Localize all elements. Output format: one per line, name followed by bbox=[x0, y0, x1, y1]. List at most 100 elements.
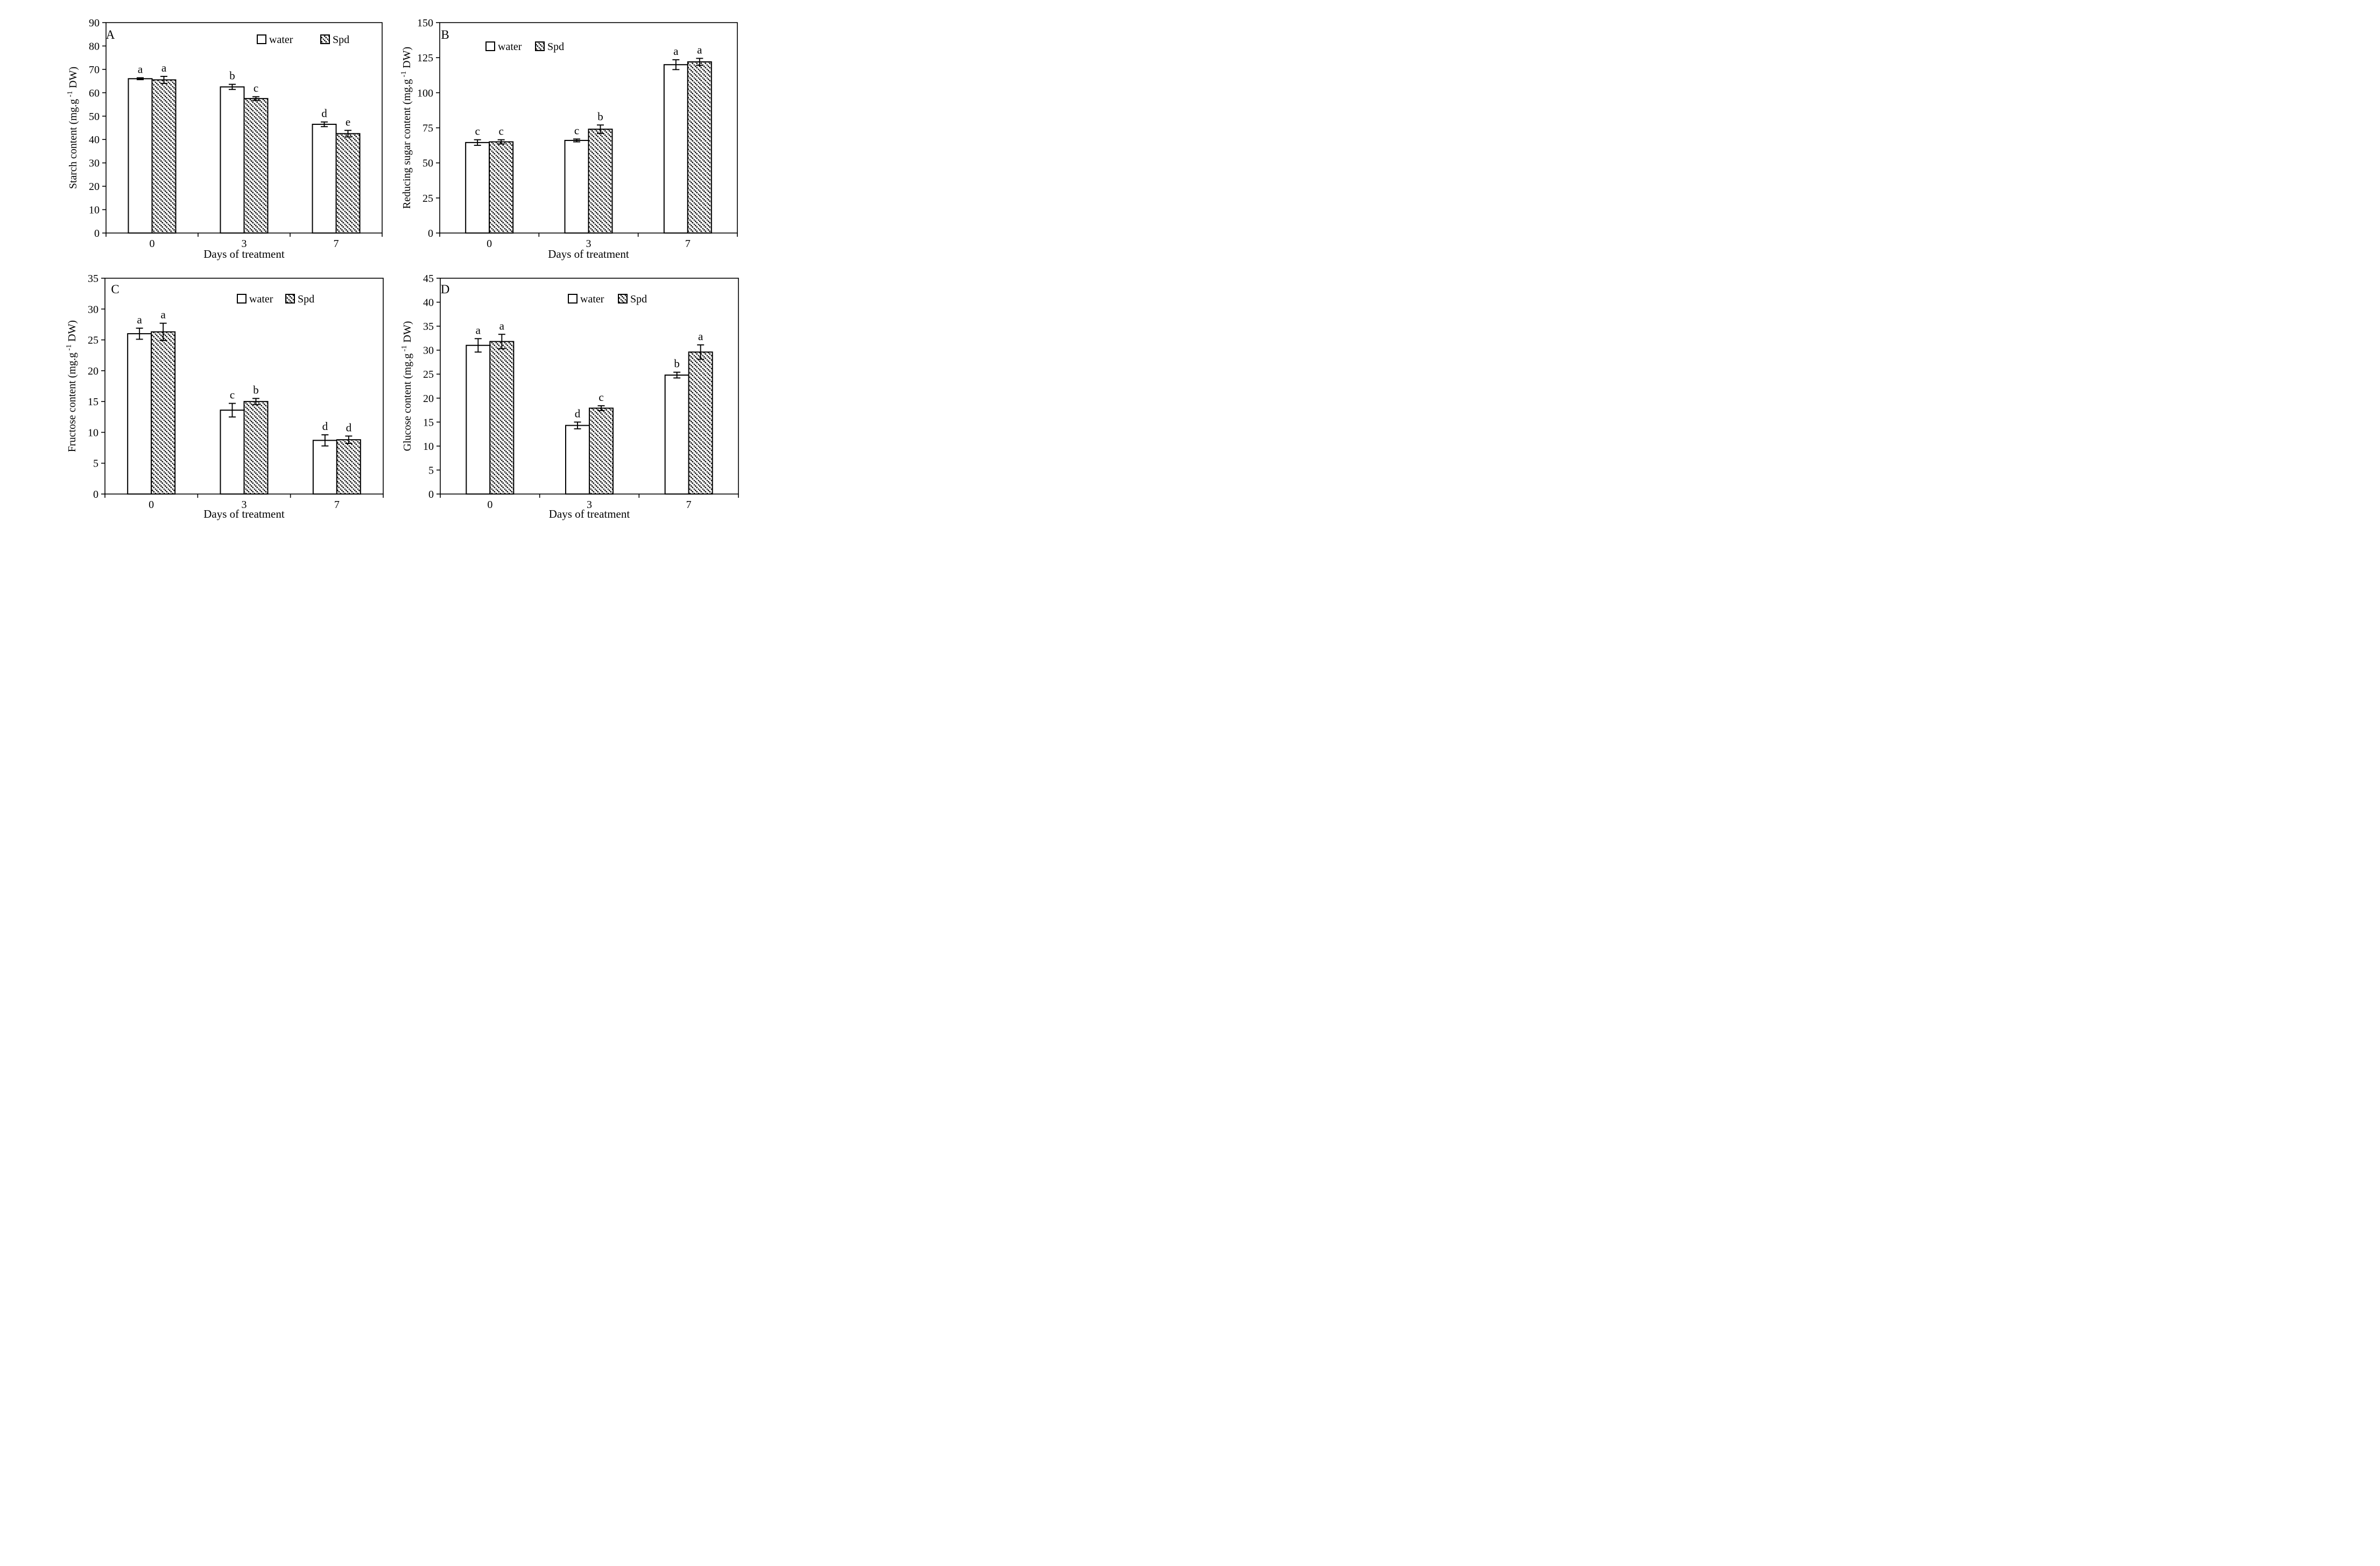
chart-panel-A: 0 10 20 30 40 50 60 70 80 90 0 a a 3 b c 7 d e Days of trea… bbox=[66, 17, 383, 260]
panel-letter: B bbox=[441, 28, 449, 41]
chart-panel-C: 0 5 10 15 20 25 30 35 0 a a 3 c b 7 d d Days of treatment… bbox=[65, 273, 384, 520]
y-tick-label: 90 bbox=[89, 17, 100, 29]
y-tick-label: 20 bbox=[423, 393, 434, 405]
sig-letter: d bbox=[346, 421, 352, 434]
bar-Spd-day3 bbox=[588, 129, 613, 234]
y-axis-title: Reducing sugar content (mg.g -1 DW) bbox=[400, 47, 413, 209]
y-tick-label: 5 bbox=[93, 458, 98, 470]
sig-letter: b bbox=[229, 69, 235, 82]
legend-label-Spd: Spd bbox=[630, 293, 647, 305]
y-tick-label: 0 bbox=[93, 489, 98, 500]
sig-letter: a bbox=[499, 319, 505, 332]
sig-letter: a bbox=[161, 61, 167, 74]
panel-letter: D bbox=[441, 283, 450, 296]
x-tick-label: 7 bbox=[686, 499, 692, 511]
y-tick-label: 40 bbox=[423, 297, 434, 309]
y-axis-title: Starch content (mg.g -1 DW) bbox=[66, 67, 79, 189]
sig-letter: a bbox=[138, 63, 143, 76]
y-axis-title: Glucose content (mg.g -1 DW) bbox=[400, 321, 413, 452]
y-tick-label: 150 bbox=[417, 17, 433, 29]
x-tick-label: 3 bbox=[242, 238, 247, 250]
bar-water-day0 bbox=[466, 344, 491, 495]
x-tick-label: 3 bbox=[587, 499, 592, 511]
sig-letter: b bbox=[597, 110, 603, 123]
bar-Spd-day3 bbox=[589, 407, 614, 495]
y-tick-label: 30 bbox=[88, 304, 98, 315]
y-tick-label: 50 bbox=[89, 111, 100, 123]
y-tick-label: 10 bbox=[88, 427, 98, 439]
legend-swatch-Spd bbox=[535, 41, 545, 51]
x-axis-title: Days of treatment bbox=[549, 507, 630, 520]
y-tick-label: 25 bbox=[88, 335, 98, 347]
y-tick-label: 15 bbox=[423, 417, 434, 428]
y-tick-label: 10 bbox=[89, 204, 100, 216]
panel-d-chart: 0 5 10 15 20 25 30 35 40 45 0 a a 3 d c 7 b a Days of treat… bbox=[397, 269, 793, 522]
x-axis-title: Days of treatment bbox=[203, 507, 285, 520]
figure-canvas: 0 10 20 30 40 50 60 70 80 90 0 a a 3 b c 7 d e Days of trea… bbox=[0, 0, 793, 522]
bar-water-day7 bbox=[312, 123, 337, 234]
sig-letter: a bbox=[698, 330, 703, 343]
y-tick-label: 40 bbox=[89, 134, 100, 146]
legend-label-water: water bbox=[580, 293, 604, 305]
x-tick-label: 7 bbox=[685, 238, 691, 250]
legend-label-Spd: Spd bbox=[298, 293, 314, 305]
x-axis-title: Days of treatment bbox=[203, 248, 285, 260]
y-tick-label: 50 bbox=[423, 158, 433, 170]
bar-Spd-day7 bbox=[336, 439, 361, 495]
bar-Spd-day0 bbox=[151, 79, 177, 234]
panel-letter: A bbox=[106, 28, 115, 41]
legend-swatch-water bbox=[568, 294, 578, 304]
bar-water-day7 bbox=[663, 64, 688, 234]
legend-label-Spd: Spd bbox=[547, 41, 564, 53]
legend-swatch-Spd bbox=[285, 294, 295, 304]
x-tick-label: 3 bbox=[586, 238, 592, 250]
legend-swatch-water bbox=[485, 41, 495, 51]
y-tick-label: 20 bbox=[89, 181, 100, 193]
bar-water-day7 bbox=[312, 440, 337, 495]
y-tick-label: 35 bbox=[423, 321, 434, 333]
bar-Spd-day3 bbox=[243, 401, 269, 495]
sig-letter: e bbox=[346, 115, 350, 128]
bar-water-day3 bbox=[220, 410, 245, 495]
bar-water-day7 bbox=[664, 375, 689, 495]
y-tick-label: 60 bbox=[89, 87, 100, 99]
y-tick-label: 25 bbox=[423, 369, 434, 380]
sig-letter: c bbox=[574, 124, 579, 137]
sig-letter: c bbox=[254, 82, 258, 95]
panel-a-chart: 0 10 20 30 40 50 60 70 80 90 0 a a 3 b c 7 d e Days of trea… bbox=[0, 0, 397, 269]
chart-panel-B: 0 25 50 75 100 125 150 0 c c 3 c b 7 a a Days of treatme… bbox=[400, 17, 738, 260]
bar-water-day3 bbox=[220, 86, 245, 234]
sig-letter: d bbox=[322, 420, 328, 433]
bar-Spd-day3 bbox=[243, 98, 269, 234]
y-tick-label: 80 bbox=[89, 40, 100, 52]
legend-label-water: water bbox=[498, 41, 522, 53]
sig-letter: b bbox=[253, 383, 259, 396]
sig-letter: a bbox=[673, 45, 679, 58]
y-tick-label: 75 bbox=[423, 123, 433, 135]
legend-swatch-Spd bbox=[320, 34, 330, 44]
bar-Spd-day0 bbox=[151, 331, 176, 495]
bar-water-day3 bbox=[564, 139, 589, 234]
sig-letter: c bbox=[230, 389, 235, 401]
chart-panel-D: 0 5 10 15 20 25 30 35 40 45 0 a a 3 d c 7 b a Days of treat… bbox=[400, 273, 739, 520]
sig-letter: b bbox=[674, 357, 680, 370]
x-tick-label: 3 bbox=[242, 499, 247, 511]
bar-Spd-day0 bbox=[489, 141, 514, 234]
legend-label-Spd: Spd bbox=[333, 34, 349, 46]
y-tick-label: 70 bbox=[89, 64, 100, 76]
y-tick-label: 45 bbox=[423, 273, 434, 285]
y-tick-label: 5 bbox=[428, 464, 434, 476]
y-tick-label: 25 bbox=[423, 193, 433, 204]
y-tick-label: 35 bbox=[88, 273, 98, 285]
y-tick-label: 30 bbox=[89, 158, 100, 170]
sig-letter: a bbox=[137, 313, 143, 326]
sig-letter: c bbox=[499, 125, 504, 138]
bar-Spd-day7 bbox=[687, 61, 712, 234]
bar-Spd-day7 bbox=[335, 133, 361, 234]
x-tick-label: 7 bbox=[334, 238, 339, 250]
y-tick-label: 15 bbox=[88, 396, 98, 408]
bar-water-day0 bbox=[127, 333, 152, 495]
y-tick-label: 0 bbox=[428, 489, 434, 500]
bar-Spd-day0 bbox=[489, 341, 515, 495]
legend-label-water: water bbox=[249, 293, 273, 305]
